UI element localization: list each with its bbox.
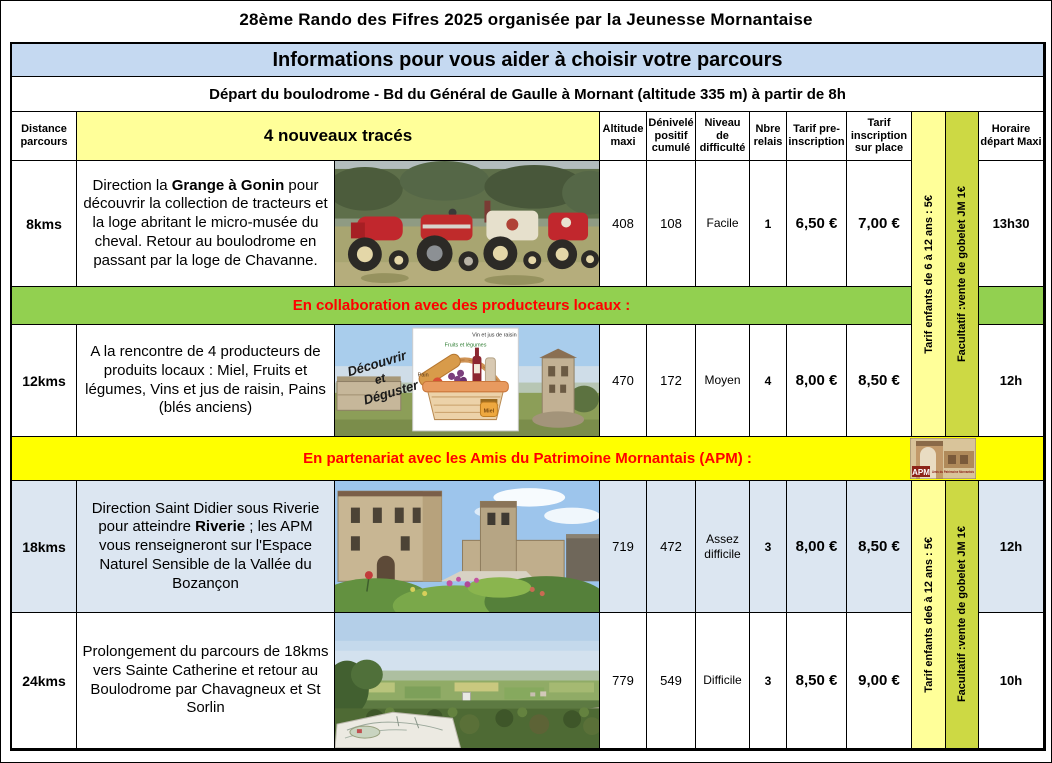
- row-18km-denivele: 472: [647, 481, 696, 613]
- row-12km-denivele: 172: [647, 325, 696, 437]
- col-header-traces: 4 nouveaux tracés: [77, 112, 600, 161]
- row-24km-altitude: 779: [600, 613, 647, 749]
- table-subheader: Départ du boulodrome - Bd du Général de …: [12, 77, 1044, 112]
- col-header-horaire: Horaire départ Maxi: [979, 112, 1044, 161]
- row-12km-niveau: Moyen: [696, 325, 750, 437]
- col-header-tarif-place: Tarif inscription sur place: [847, 112, 912, 161]
- side-note-gobelet-1: Facultatif :vente de gobelet JM 1€: [946, 112, 979, 437]
- col-header-denivele: Dénivelé positif cumulé: [647, 112, 696, 161]
- riverie-village-photo: [335, 481, 600, 613]
- svg-text:et: et: [373, 370, 388, 387]
- row-8km-niveau: Facile: [696, 161, 750, 287]
- apm-logo: APM Amis du Patrimoine Mornantais: [910, 438, 976, 479]
- row-18km-description: Direction Saint Didier sous Riverie pour…: [77, 481, 335, 613]
- local-products-photo-art: Miel Pain Fruits et légumes Vin et jus d…: [335, 325, 599, 436]
- row-18km-tarif-place: 8,50 €: [847, 481, 912, 613]
- parcours-table: Informations pour vous aider à choisir v…: [10, 42, 1046, 751]
- row-8km-distance: 8kms: [12, 161, 77, 287]
- tractors-photo: [335, 161, 600, 287]
- row-8km-description: Direction la Grange à Gonin pour découvr…: [77, 161, 335, 287]
- panorama-photo: [335, 613, 600, 749]
- row-24km-distance: 24kms: [12, 613, 77, 749]
- panorama-photo-art: [335, 613, 599, 748]
- row-24km-horaire: 10h: [979, 613, 1044, 749]
- row-12km-tarif-place: 8,50 €: [847, 325, 912, 437]
- band-apm: En partenariat avec les Amis du Patrimoi…: [12, 437, 1044, 481]
- band-apm-label: En partenariat avec les Amis du Patrimoi…: [303, 450, 752, 467]
- side-note-tarif-enfants-2: Tarif enfants de6 à 12 ans : 5€: [912, 481, 946, 749]
- col-header-tarif-pre: Tarif pre-inscription: [787, 112, 847, 161]
- row-24km-relais: 3: [750, 613, 787, 749]
- row-8km-altitude: 408: [600, 161, 647, 287]
- col-header-relais: Nbre relais: [750, 112, 787, 161]
- row-8km-tarif-place: 7,00 €: [847, 161, 912, 287]
- apm-logo-abbr: APM: [912, 468, 930, 477]
- row-18km-tarif-pre: 8,00 €: [787, 481, 847, 613]
- row-18km-altitude: 719: [600, 481, 647, 613]
- row-8km-horaire: 13h30: [979, 161, 1044, 287]
- side-note-tarif-enfants-1-label: Tarif enfants de 6 à 12 ans : 5€: [922, 194, 935, 354]
- row-18km-niveau: Assez difficile: [696, 481, 750, 613]
- row-12km-horaire: 12h: [979, 325, 1044, 437]
- col-header-distance: Distance parcours: [12, 112, 77, 161]
- row-18km-relais: 3: [750, 481, 787, 613]
- col-header-altitude: Altitude maxi: [600, 112, 647, 161]
- row-24km-tarif-place: 9,00 €: [847, 613, 912, 749]
- band-producteurs: En collaboration avec des producteurs lo…: [12, 287, 912, 325]
- row-18km-horaire: 12h: [979, 481, 1044, 613]
- row-12km-relais: 4: [750, 325, 787, 437]
- side-note-gobelet-2-label: Facultatif :vente de gobelet JM 1€: [956, 526, 968, 703]
- row-12km-altitude: 470: [600, 325, 647, 437]
- row-24km-niveau: Difficile: [696, 613, 750, 749]
- local-products-photo: Miel Pain Fruits et légumes Vin et jus d…: [335, 325, 600, 437]
- riverie-village-photo-art: [335, 481, 599, 612]
- side-note-tarif-enfants-2-label: Tarif enfants de6 à 12 ans : 5€: [922, 536, 935, 693]
- basket-label-vin: Vin et jus de raisin: [472, 332, 517, 338]
- page-title: 28ème Rando des Fifres 2025 organisée pa…: [239, 10, 813, 29]
- apm-logo-name: Amis du Patrimoine Mornantais: [932, 469, 975, 474]
- side-note-gobelet-1-label: Facultatif :vente de gobelet JM 1€: [956, 185, 968, 363]
- basket-label-pain: Pain: [418, 372, 429, 378]
- row-12km-tarif-pre: 8,00 €: [787, 325, 847, 437]
- row-12km-distance: 12kms: [12, 325, 77, 437]
- row-24km-denivele: 549: [647, 613, 696, 749]
- row-18km-distance: 18kms: [12, 481, 77, 613]
- row-8km-relais: 1: [750, 161, 787, 287]
- row-8km-denivele: 108: [647, 161, 696, 287]
- apm-logo-art: APM Amis du Patrimoine Mornantais: [910, 438, 976, 479]
- basket-label-miel: Miel: [484, 408, 495, 414]
- tractors-photo-art: [335, 161, 599, 286]
- side-note-tarif-enfants-1: Tarif enfants de 6 à 12 ans : 5€: [912, 112, 946, 437]
- row-24km-description: Prolongement du parcours de 18kms vers S…: [77, 613, 335, 749]
- band-producteurs-end-cell: [979, 287, 1044, 325]
- row-24km-tarif-pre: 8,50 €: [787, 613, 847, 749]
- basket-label-fruits: Fruits et légumes: [445, 343, 487, 349]
- col-header-niveau: Niveau de difficulté: [696, 112, 750, 161]
- side-note-gobelet-2: Facultatif :vente de gobelet JM 1€: [946, 481, 979, 749]
- table-header: Informations pour vous aider à choisir v…: [12, 44, 1044, 77]
- row-8km-tarif-pre: 6,50 €: [787, 161, 847, 287]
- row-12km-description: A la rencontre de 4 producteurs de produ…: [77, 325, 335, 437]
